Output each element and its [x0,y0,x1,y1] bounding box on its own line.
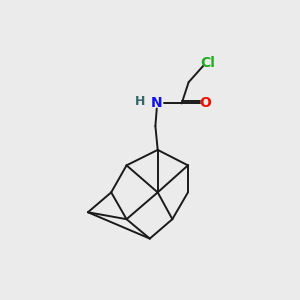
Text: N: N [151,97,163,110]
Text: O: O [199,97,211,110]
Text: H: H [135,94,145,108]
Text: Cl: Cl [200,56,215,70]
